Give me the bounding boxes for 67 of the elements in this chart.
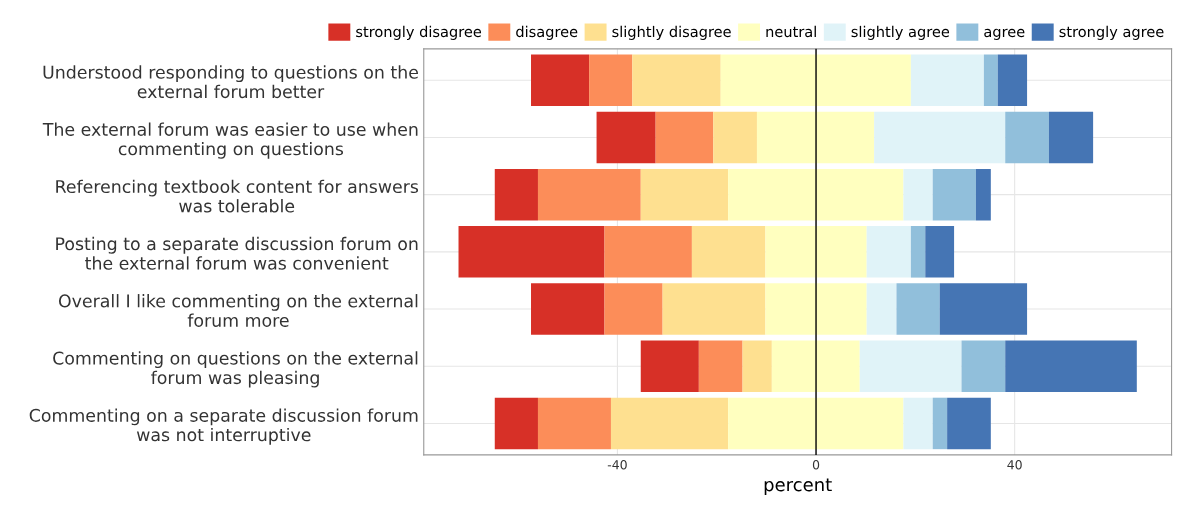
y-tick-label: Posting to a separate discussion forum on the external forum was convenient (56, 236, 418, 270)
legend-label: strongly disagree (356, 25, 482, 40)
bar (975, 168, 991, 221)
bar (531, 283, 605, 335)
bar (997, 54, 1028, 107)
y-tick-label: Overall I like commenting on the external forum more (58, 294, 418, 327)
bar (713, 111, 757, 164)
bar (961, 340, 1006, 392)
bar (756, 111, 875, 164)
bar (537, 168, 641, 221)
bar (866, 283, 897, 335)
bar (531, 54, 590, 107)
bar (874, 111, 1006, 164)
bar (640, 168, 729, 221)
bar (662, 283, 766, 335)
legend-label: neutral (766, 25, 816, 38)
bar (640, 340, 699, 392)
y-tick-label: The external forum was easier to use when commenting on questions (42, 122, 418, 159)
bar (939, 283, 1028, 335)
bar (1005, 340, 1137, 392)
legend-label: disagree (516, 25, 578, 40)
bar (655, 111, 714, 164)
bar (589, 54, 633, 107)
bar (910, 226, 926, 278)
bar (983, 54, 998, 107)
x-tick-label: 40 (1007, 459, 1022, 470)
bar (596, 111, 656, 164)
bar (494, 397, 538, 450)
bar (947, 397, 991, 450)
bar (494, 168, 538, 221)
bar (728, 168, 904, 221)
bar (1005, 111, 1049, 164)
x-tick-label: -40 (607, 459, 627, 470)
bar (691, 226, 766, 278)
bar (925, 226, 955, 278)
bar (765, 226, 867, 278)
bar (698, 340, 743, 392)
y-tick-label: Understood responding to questions on the external forum better (43, 65, 418, 99)
bar (742, 340, 772, 392)
bar (720, 54, 911, 107)
bar (728, 397, 904, 450)
legend-label: agree (984, 28, 1025, 40)
bar (458, 226, 605, 278)
bar (765, 283, 867, 335)
bar (932, 168, 976, 221)
bar (610, 397, 729, 450)
bar (932, 397, 948, 450)
legend-label: slightly disagree (612, 25, 731, 40)
bar (859, 340, 962, 392)
y-tick-label: Commenting on a separate discussion forum was not interruptive (29, 408, 418, 445)
bar (896, 283, 940, 335)
bar (632, 54, 721, 107)
bar (604, 283, 663, 335)
bar (910, 54, 984, 107)
bar (903, 168, 933, 221)
bar (1048, 111, 1094, 164)
x-axis-title: percent (764, 478, 832, 495)
bar (604, 226, 692, 278)
y-tick-label: Commenting on questions on the external forum was pleasing (53, 351, 418, 388)
legend-label: strongly agree (1059, 25, 1164, 40)
bar (537, 397, 611, 450)
y-tick-label: Referencing textbook content for answers was tolerable (56, 179, 419, 213)
x-tick-label: 0 (812, 459, 820, 470)
legend-label: slightly agree (851, 25, 950, 40)
bar (866, 226, 911, 278)
bar (771, 340, 860, 392)
bar (903, 397, 933, 450)
